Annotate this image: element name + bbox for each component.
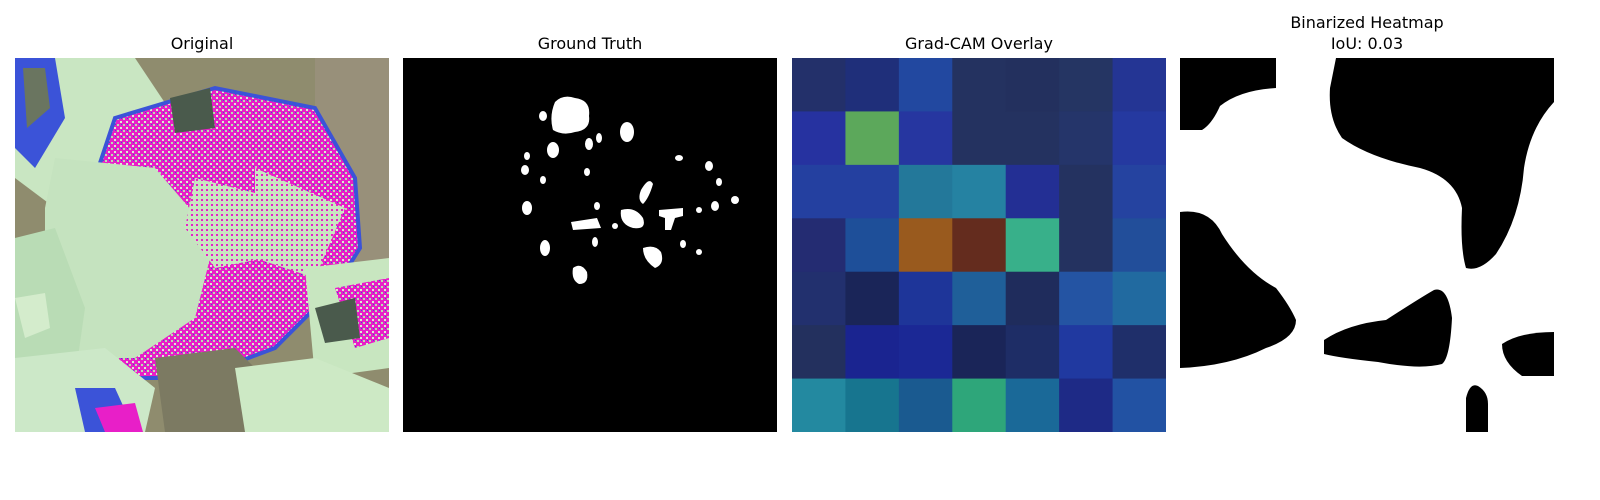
- gradcam-cell-1-1: [845, 111, 900, 166]
- gradcam-cell-4-0: [792, 271, 846, 326]
- gradcam-cell-6-5: [1059, 378, 1114, 432]
- gradcam-cell-5-6: [1112, 325, 1166, 380]
- gradcam-cell-2-4: [1005, 164, 1060, 219]
- panel-title-ground-truth: Ground Truth: [537, 34, 643, 53]
- gradcam-cell-1-0: [792, 111, 846, 166]
- gradcam-cell-6-3: [952, 378, 1007, 432]
- gradcam-cell-5-0: [792, 325, 846, 380]
- gradcam-cell-1-6: [1112, 111, 1166, 166]
- gradcam-cell-0-5: [1059, 58, 1114, 112]
- gradcam-cell-3-4: [1005, 218, 1060, 273]
- gradcam-cell-3-1: [845, 218, 900, 273]
- gradcam-cell-3-3: [952, 218, 1007, 273]
- gradcam-cell-1-4: [1005, 111, 1060, 166]
- gradcam-cell-4-1: [845, 271, 900, 326]
- gradcam-cell-5-2: [898, 325, 953, 380]
- gradcam-cell-5-3: [952, 325, 1007, 380]
- gradcam-cell-0-0: [792, 58, 846, 112]
- gradcam-cell-3-5: [1059, 218, 1114, 273]
- gradcam-cell-6-1: [845, 378, 900, 432]
- gradcam-cell-2-0: [792, 164, 846, 219]
- gradcam-cell-5-4: [1005, 325, 1060, 380]
- gradcam-cell-2-5: [1059, 164, 1114, 219]
- gradcam-cell-0-6: [1112, 58, 1166, 112]
- gradcam-cell-0-1: [845, 58, 900, 112]
- gradcam-cell-6-6: [1112, 378, 1166, 432]
- gradcam-cell-0-2: [898, 58, 953, 112]
- panel-title-binarized: Binarized Heatmap: [1290, 13, 1444, 32]
- gradcam-cell-4-5: [1059, 271, 1114, 326]
- panel-title-gradcam: Grad-CAM Overlay: [905, 34, 1053, 53]
- iou-score: IoU: 0.03: [1330, 34, 1404, 53]
- gradcam-cell-6-0: [792, 378, 846, 432]
- gradcam-overlay: [792, 58, 1166, 432]
- gradcam-cell-3-0: [792, 218, 846, 273]
- binarized-heatmap: [1180, 58, 1554, 432]
- gradcam-cell-0-3: [952, 58, 1007, 112]
- gradcam-cell-3-6: [1112, 218, 1166, 273]
- gradcam-cell-6-2: [898, 378, 953, 432]
- gradcam-cell-2-2: [898, 164, 953, 219]
- gradcam-cell-0-4: [1005, 58, 1060, 112]
- gradcam-cell-1-3: [952, 111, 1007, 166]
- original-image: [15, 58, 389, 432]
- gradcam-cell-4-6: [1112, 271, 1166, 326]
- gradcam-cell-3-2: [898, 218, 953, 273]
- gradcam-cell-4-4: [1005, 271, 1060, 326]
- gradcam-cell-6-4: [1005, 378, 1060, 432]
- gradcam-cell-4-3: [952, 271, 1007, 326]
- gradcam-cell-2-3: [952, 164, 1007, 219]
- gradcam-cell-4-2: [898, 271, 953, 326]
- panel-title-original: Original: [170, 34, 234, 53]
- gradcam-cell-5-5: [1059, 325, 1114, 380]
- gradcam-cell-2-1: [845, 164, 900, 219]
- gradcam-cell-5-1: [845, 325, 900, 380]
- gradcam-cell-2-6: [1112, 164, 1166, 219]
- ground-truth-mask: [403, 58, 777, 432]
- gradcam-cell-1-2: [898, 111, 953, 166]
- gradcam-cell-1-5: [1059, 111, 1114, 166]
